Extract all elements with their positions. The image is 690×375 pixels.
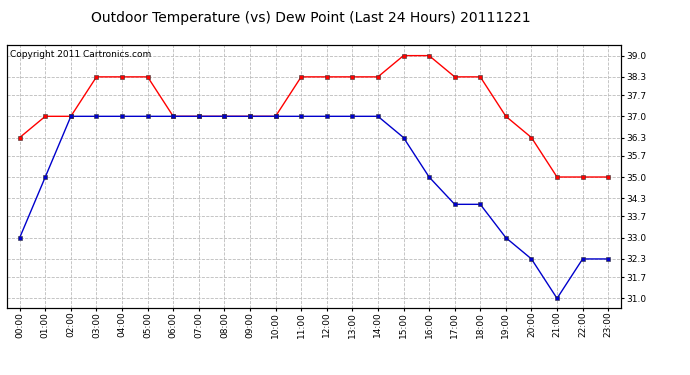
Text: Copyright 2011 Cartronics.com: Copyright 2011 Cartronics.com bbox=[10, 50, 151, 59]
Text: Outdoor Temperature (vs) Dew Point (Last 24 Hours) 20111221: Outdoor Temperature (vs) Dew Point (Last… bbox=[90, 11, 531, 25]
